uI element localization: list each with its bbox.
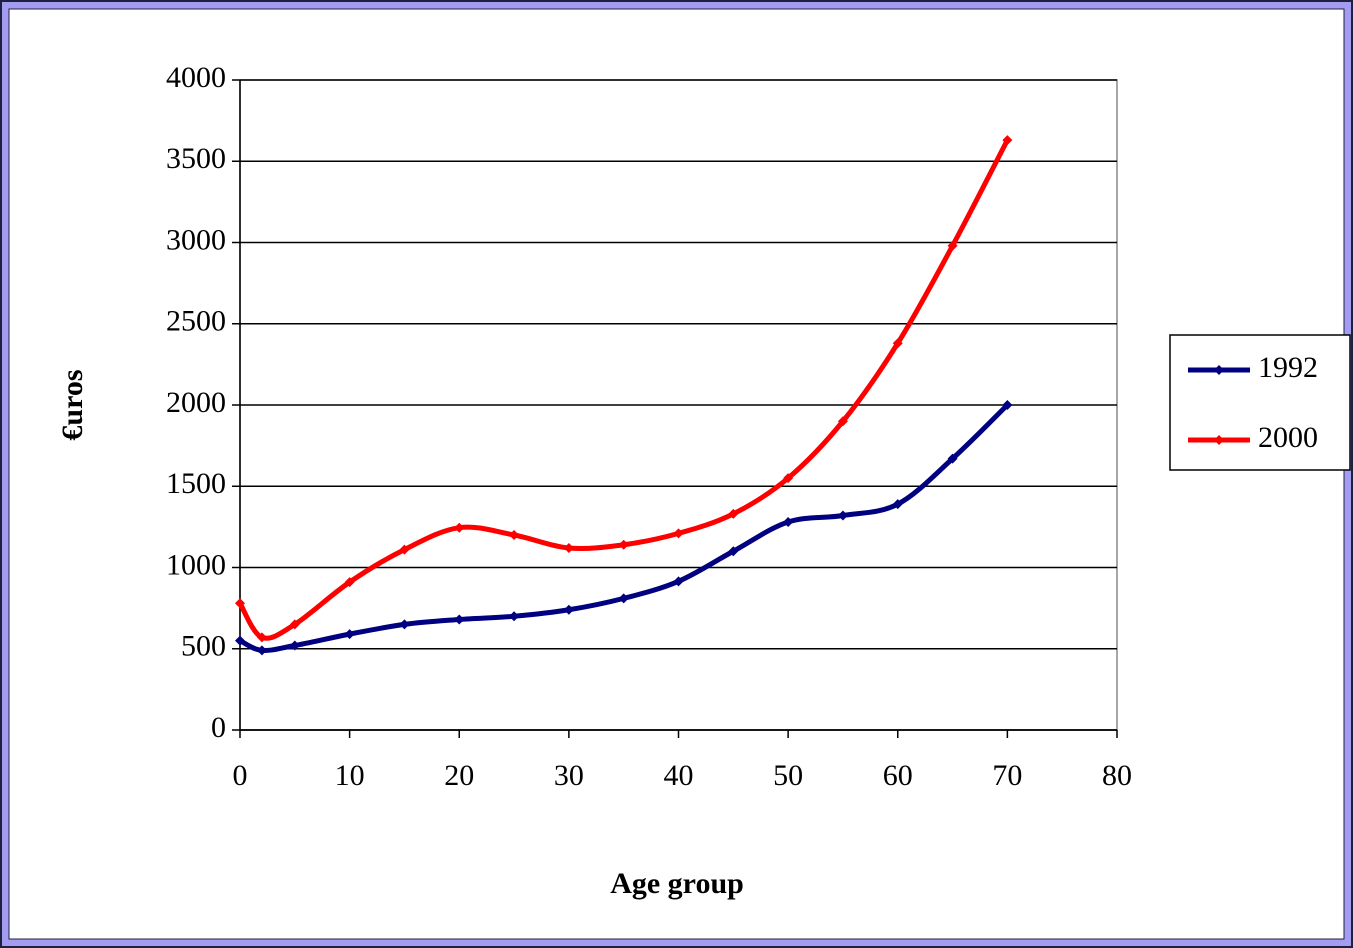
y-tick-label: 2000 [166, 386, 226, 419]
point-marker [399, 619, 410, 630]
point-marker [837, 416, 848, 427]
point-marker [783, 517, 794, 527]
point-marker [256, 632, 267, 643]
point-marker [892, 338, 903, 349]
legend-marker [1214, 435, 1224, 445]
legend-label: 1992 [1258, 351, 1318, 384]
x-tick-label: 20 [444, 759, 474, 792]
y-tick-label: 1500 [166, 467, 226, 500]
legend-label: 2000 [1258, 421, 1318, 454]
point-marker [509, 530, 520, 540]
point-marker [673, 576, 684, 587]
x-tick-label: 0 [233, 759, 248, 792]
point-marker [563, 543, 574, 553]
y-tick-label: 3000 [166, 223, 226, 256]
point-marker [618, 539, 629, 550]
point-marker [728, 546, 739, 557]
point-marker [454, 614, 465, 625]
point-marker [289, 640, 300, 651]
y-tick-label: 4000 [166, 61, 226, 94]
point-marker [673, 528, 684, 539]
point-marker [344, 577, 355, 588]
point-marker [563, 604, 574, 615]
point-marker [454, 522, 465, 533]
point-marker [256, 645, 267, 656]
x-tick-label: 70 [992, 759, 1022, 792]
x-tick-label: 10 [335, 759, 365, 792]
point-marker [235, 635, 245, 646]
x-tick-label: 50 [773, 759, 803, 792]
legend [1169, 334, 1351, 471]
point-marker [344, 629, 355, 640]
point-marker [235, 598, 245, 609]
y-tick-label: 500 [181, 630, 226, 663]
x-tick-label: 60 [883, 759, 913, 792]
point-marker [947, 240, 958, 251]
point-marker [618, 593, 629, 604]
point-marker [947, 453, 958, 464]
y-tick-label: 1000 [166, 548, 226, 581]
x-tick-label: 40 [664, 759, 694, 792]
point-marker [399, 544, 410, 555]
x-tick-label: 80 [1102, 759, 1132, 792]
y-tick-label: 2500 [166, 305, 226, 338]
point-marker [1002, 135, 1013, 146]
point-marker [289, 619, 300, 630]
y-axis-label: €uros [56, 369, 89, 440]
point-marker [728, 508, 739, 519]
point-marker [1002, 400, 1013, 410]
legend-marker [1214, 365, 1224, 375]
y-tick-label: 3500 [166, 142, 226, 175]
x-axis-label: Age group [610, 867, 744, 900]
series-line [238, 403, 1010, 654]
point-marker [892, 499, 903, 510]
point-marker [783, 473, 794, 484]
x-tick-label: 30 [554, 759, 584, 792]
point-marker [837, 510, 848, 521]
y-tick-label: 0 [211, 711, 226, 744]
point-marker [509, 611, 520, 622]
